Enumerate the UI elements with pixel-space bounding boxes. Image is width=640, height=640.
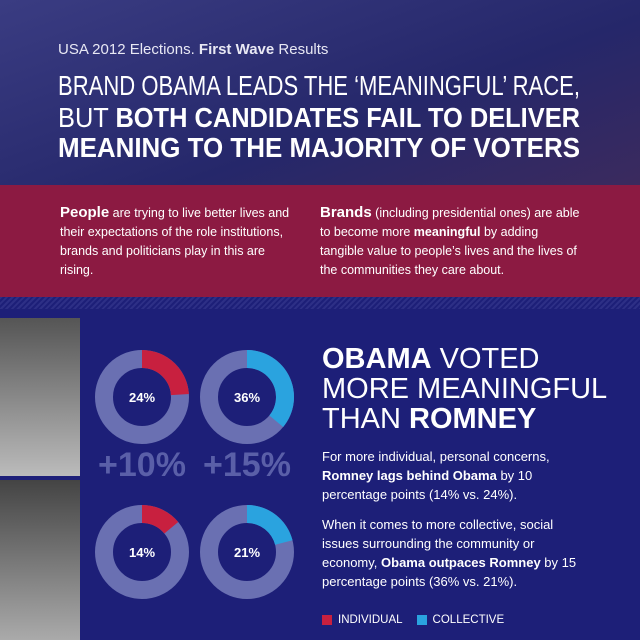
intro-right: Brands (including presidential ones) are… bbox=[320, 203, 585, 280]
difference: +15% bbox=[203, 446, 291, 484]
legend-item: COLLECTIVE bbox=[416, 614, 505, 626]
obama-photo bbox=[0, 318, 80, 476]
data-label: 21% bbox=[234, 545, 260, 560]
text: ROMNEY bbox=[409, 403, 537, 435]
legend-item: INDIVIDUAL bbox=[322, 614, 403, 626]
headline: OBAMA VOTED MORE MEANINGFUL THAN ROMNEY bbox=[322, 344, 607, 434]
headline-line: OBAMA VOTED bbox=[322, 344, 607, 374]
legend-label: INDIVIDUAL bbox=[338, 614, 403, 626]
legend-swatch bbox=[322, 615, 332, 625]
text: meaningful bbox=[413, 225, 481, 239]
text: BOTH CANDIDATES FAIL TO DELIVER bbox=[115, 102, 580, 133]
donut-segment bbox=[142, 350, 189, 396]
header-intro: USA 2012 Elections. First Wave Results bbox=[58, 41, 328, 58]
intro-left: People are trying to live better lives a… bbox=[60, 203, 300, 280]
difference: +10% bbox=[98, 446, 186, 484]
flag-banner bbox=[0, 0, 640, 185]
headline-line: MORE MEANINGFUL bbox=[322, 373, 608, 405]
title-line: BRAND OBAMA LEADS THE ‘MEANINGFUL’ RACE, bbox=[58, 70, 580, 101]
text: First Wave bbox=[199, 41, 274, 58]
paragraph: When it comes to more collective, social… bbox=[322, 515, 584, 591]
romney-photo bbox=[0, 480, 80, 640]
text: Romney lags behind Obama bbox=[322, 468, 497, 483]
text: OBAMA bbox=[322, 343, 432, 375]
text: Obama outpaces Romney bbox=[381, 555, 541, 570]
text: Results bbox=[274, 41, 328, 58]
legend-swatch bbox=[416, 615, 427, 625]
text: by adding tangible value to people’s liv… bbox=[320, 225, 577, 277]
legend-label: COLLECTIVE bbox=[432, 614, 505, 626]
text: People bbox=[60, 204, 110, 221]
text: by 10 percentage points (14% vs. 24%). bbox=[322, 468, 533, 502]
intro-band bbox=[0, 185, 640, 297]
text: BRAND OBAMA LEADS THE ‘MEANINGFUL’ RACE, bbox=[58, 70, 580, 101]
text: are trying to live better lives and thei… bbox=[60, 206, 290, 277]
headline-line: THAN ROMNEY bbox=[322, 404, 607, 434]
stripe bbox=[0, 297, 640, 309]
data-label: 36% bbox=[234, 390, 260, 405]
text: BUT bbox=[58, 102, 115, 133]
header: USA 2012 Elections. First Wave Results B… bbox=[58, 41, 580, 163]
text: THAN bbox=[322, 403, 409, 435]
text: MEANING TO THE MAJORITY OF VOTERS bbox=[58, 132, 580, 163]
text: USA 2012 Elections. bbox=[58, 41, 199, 58]
text: Brands bbox=[320, 204, 372, 221]
title-line: BUT BOTH CANDIDATES FAIL TO DELIVER bbox=[58, 102, 580, 133]
donut-segment bbox=[247, 350, 294, 427]
donut-segment bbox=[142, 505, 179, 534]
data-label: 24% bbox=[129, 390, 155, 405]
text: When it comes to more collective, social… bbox=[322, 517, 554, 570]
text: (including presidential ones) are able t… bbox=[320, 206, 580, 239]
donut-segment bbox=[247, 505, 293, 545]
paragraph: For more individual, personal concerns, … bbox=[322, 447, 584, 504]
data-label: 14% bbox=[129, 545, 155, 560]
text: For more individual, personal concerns, bbox=[322, 449, 550, 464]
text: by 15 percentage points (36% vs. 21%). bbox=[322, 555, 577, 589]
legend: INDIVIDUAL COLLECTIVE bbox=[322, 614, 504, 626]
title-line: MEANING TO THE MAJORITY OF VOTERS bbox=[58, 132, 580, 163]
text: VOTED bbox=[431, 343, 540, 375]
